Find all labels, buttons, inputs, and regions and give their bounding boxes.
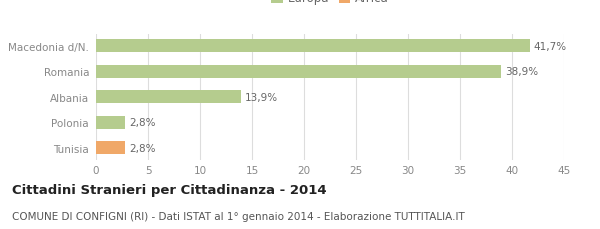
Text: 41,7%: 41,7% bbox=[534, 42, 567, 52]
Bar bbox=[96, 116, 125, 129]
Bar bbox=[96, 40, 530, 53]
Text: 13,9%: 13,9% bbox=[245, 92, 278, 102]
Bar bbox=[96, 141, 125, 155]
Bar bbox=[96, 65, 500, 79]
Text: 2,8%: 2,8% bbox=[129, 118, 156, 128]
Text: 38,9%: 38,9% bbox=[505, 67, 538, 77]
Bar bbox=[96, 91, 241, 104]
Text: COMUNE DI CONFIGNI (RI) - Dati ISTAT al 1° gennaio 2014 - Elaborazione TUTTITALI: COMUNE DI CONFIGNI (RI) - Dati ISTAT al … bbox=[12, 211, 465, 221]
Text: Cittadini Stranieri per Cittadinanza - 2014: Cittadini Stranieri per Cittadinanza - 2… bbox=[12, 183, 326, 196]
Legend: Europa, Africa: Europa, Africa bbox=[271, 0, 389, 5]
Text: 2,8%: 2,8% bbox=[129, 143, 156, 153]
